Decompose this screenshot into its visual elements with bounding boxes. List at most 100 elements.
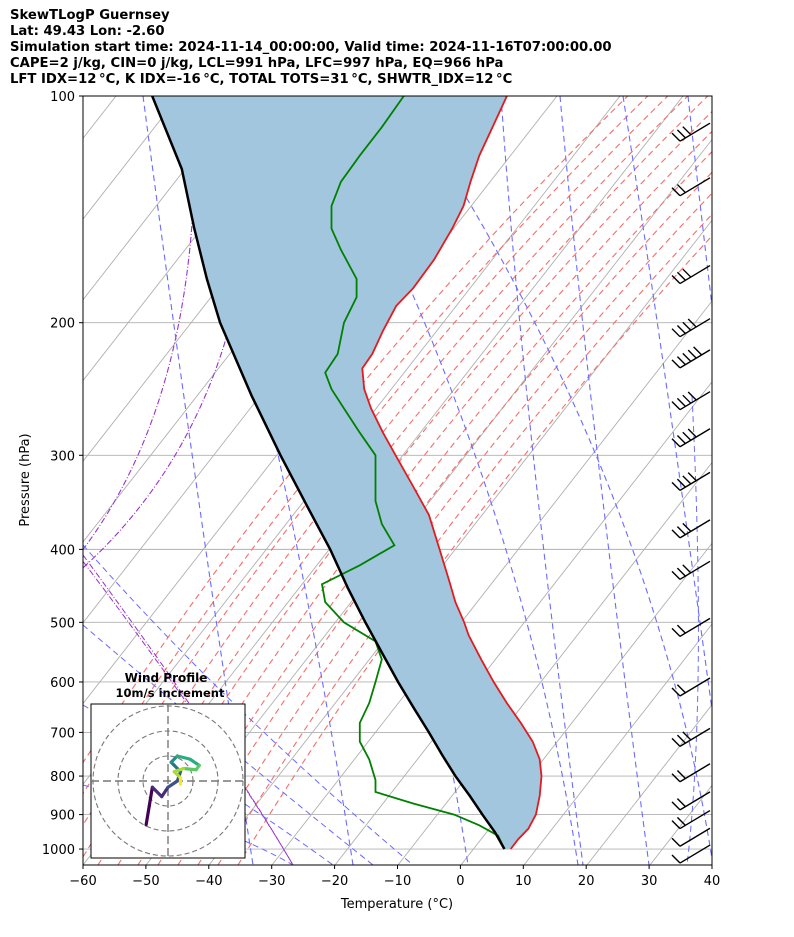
hodograph-segment [144, 804, 151, 827]
dewpoint-line [320, 96, 506, 850]
dry-adiabat-line [237, 235, 712, 865]
y-tick-label: 100 [50, 90, 75, 105]
wind-barb-flag [682, 352, 692, 362]
wind-barb [671, 809, 711, 830]
moist-adiabat-line [83, 624, 374, 865]
wind-barb-flag [682, 321, 692, 331]
wind-barb-staff [679, 809, 711, 830]
wind-barb-flag [671, 275, 681, 285]
wind-barb-flag [671, 328, 681, 338]
hodograph-segment [175, 754, 192, 761]
wind-barb [671, 827, 711, 847]
isotherm-line [271, 300, 712, 865]
wind-barb [671, 791, 711, 811]
wind-barb-staff [679, 617, 711, 637]
y-tick-label: 600 [50, 676, 75, 691]
wind-barb-flag [671, 737, 681, 747]
moist-adiabat-line [687, 96, 712, 311]
isotherm-line [586, 704, 712, 865]
wind-barb-flag [671, 627, 681, 637]
location-text: Lat: 49.43 Lon: -2.60 [10, 24, 165, 39]
isotherm-line [523, 623, 712, 865]
wind-barb [671, 727, 711, 747]
wind-barb-flag [676, 526, 686, 536]
moist-adiabat-line [559, 96, 650, 865]
isotherm-line [460, 542, 712, 865]
wind-barb-flag [671, 187, 681, 197]
y-tick-label: 700 [50, 726, 75, 741]
wind-barb [671, 844, 711, 864]
y-tick-label: 200 [50, 317, 75, 332]
isotherm-line [713, 96, 794, 865]
wind-barb-flag [676, 684, 686, 694]
cape-area [152, 96, 542, 849]
x-tick-label: 10 [515, 874, 532, 889]
wind-barb-staff [679, 264, 711, 285]
wind-barb-staff [679, 560, 711, 580]
simulation-time-text: Simulation start time: 2024-11-14_00:00:… [10, 40, 612, 55]
wind-barb-staff [679, 318, 711, 338]
wind-barb-flag [676, 816, 686, 826]
chart-title: SkewTLogP Guernsey [10, 8, 170, 23]
moist-adiabat-line [622, 96, 712, 714]
x-tick-label: 0 [456, 874, 464, 889]
parcel-line [151, 96, 506, 850]
wind-barb [671, 122, 711, 142]
wind-barb [671, 519, 711, 539]
cape-text: CAPE=2 j/kg, CIN=0 j/kg, LCL=991 hPa, LF… [10, 56, 504, 71]
wind-barb-flag [671, 837, 681, 847]
x-tick-label: 30 [641, 874, 658, 889]
wind-barb-flag [676, 356, 686, 366]
wind-barb-flag [671, 854, 681, 864]
y-tick-label: 800 [50, 770, 75, 785]
y-axis-label: Pressure (hPa) [18, 433, 33, 526]
wind-barb-flag [671, 687, 681, 697]
wind-barb-flag [682, 394, 692, 404]
wind-barb-flag [676, 184, 686, 194]
wind-barb [671, 471, 711, 492]
wind-barb-flag [671, 820, 681, 830]
x-tick-label: 20 [578, 874, 595, 889]
isotherm-line [145, 138, 712, 865]
x-tick-label: −50 [132, 874, 159, 889]
x-tick-label: −40 [195, 874, 222, 889]
y-tick-label: 300 [50, 449, 75, 464]
wind-barb-flag [676, 770, 686, 780]
dry-adiabat-line [217, 213, 712, 865]
wind-barb [671, 677, 711, 697]
hodograph-segment [160, 785, 170, 799]
temperature-line [361, 96, 543, 850]
wind-barb-flag [671, 401, 681, 411]
wind-barb-flag [687, 391, 697, 401]
x-tick-label: −10 [384, 874, 411, 889]
wind-barb-staff [679, 391, 711, 411]
wind-barb-flag [671, 570, 681, 580]
isotherm-line [208, 219, 712, 865]
wind-barb-flag [671, 529, 681, 539]
wind-barb [671, 617, 711, 637]
y-tick-label: 1000 [42, 843, 75, 858]
wind-barb-flag [682, 475, 692, 485]
isotherm-line [649, 784, 712, 865]
isotherm-line [83, 96, 243, 301]
isotherm-line [83, 96, 558, 705]
hodograph-segment [188, 757, 201, 767]
moist-adiabat-line [686, 395, 699, 865]
hodograph-title: Wind Profile [125, 671, 208, 685]
x-tick-label: −60 [69, 874, 96, 889]
wind-barb-staff [679, 519, 711, 539]
wind-barb-flag [671, 132, 681, 142]
wind-barb [671, 391, 711, 411]
wind-barb-flag [687, 428, 697, 438]
y-tick-label: 900 [50, 809, 75, 824]
wind-barb-flag [671, 438, 681, 448]
wind-barb-flag [682, 126, 692, 136]
wind-barb [671, 318, 711, 338]
wind-barb-staff [679, 844, 711, 864]
x-tick-label: −20 [321, 874, 348, 889]
wind-barb [671, 177, 711, 197]
wind-barb-flag [682, 522, 692, 532]
wind-barb-flag [671, 773, 681, 783]
wind-barb-flag [687, 472, 697, 482]
